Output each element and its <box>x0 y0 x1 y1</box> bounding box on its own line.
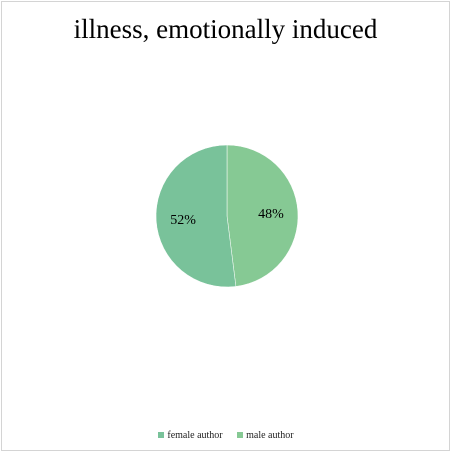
legend-item-male-author: male author <box>237 430 294 441</box>
pie-slice-female-author <box>155 144 237 288</box>
pie-slice-male-author <box>226 144 299 287</box>
legend-label-female-author: female author <box>167 430 223 441</box>
legend-item-female-author: female author <box>158 430 223 441</box>
legend-swatch-female-author <box>158 431 165 438</box>
legend: female author male author <box>0 430 452 441</box>
legend-label-male-author: male author <box>246 430 294 441</box>
legend-swatch-male-author <box>237 431 244 438</box>
pie-label-male-author: 48% <box>258 207 284 222</box>
pie-label-female-author: 52% <box>170 213 196 228</box>
chart-title: illness, emotionally induced <box>73 14 378 44</box>
